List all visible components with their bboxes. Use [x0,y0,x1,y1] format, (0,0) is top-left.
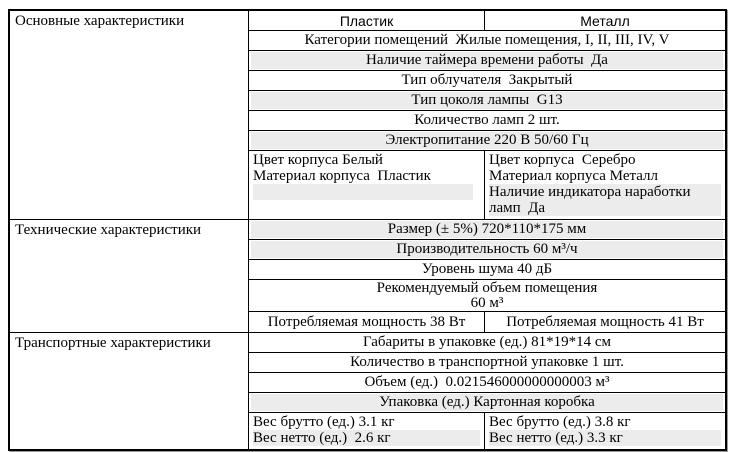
row-size: Размер (± 5%) 720*110*175 мм [249,220,725,240]
row-power-supply: Электропитание 220 В 50/60 Гц [249,131,725,151]
section-technical-content: Размер (± 5%) 720*110*175 мм Производите… [249,220,725,332]
metal-body-color: Цвет корпуса Серебро [489,152,636,168]
plastic-weight-net: Вес нетто (ед.) 2.6 кг [253,430,480,446]
row-weights: Вес брутто (ед.) 3.1 кг Вес нетто (ед.) … [249,413,725,449]
section-label-transport: Транспортные характеристики [10,333,249,449]
row-categories-text: Категории помещений Жилые помещения, I, … [304,32,670,48]
row-irradiator-type: Тип облучателя Закрытый [249,71,725,91]
room-volume-line1: Рекомендуемый объем помещения [376,279,598,296]
row-package-size: Габариты в упаковке (ед.) 81*19*14 см [249,333,725,353]
row-timer-text: Наличие таймера времени работы Да [251,52,723,69]
cell-weight-metal: Вес брутто (ед.) 3.8 кг Вес нетто (ед.) … [485,413,725,449]
row-transport-qty: Количество в транспортной упаковке 1 шт. [249,353,725,373]
row-lamp-count-text: Количество ламп 2 шт. [414,112,560,128]
row-room-volume: Рекомендуемый объем помещения 60 м³ [249,280,725,312]
plastic-weight-gross: Вес брутто (ед.) 3.1 кг [253,414,395,430]
row-unit-volume-text: Объем (ед.) 0.021546000000000003 м³ [364,374,610,390]
row-transport-qty-text: Количество в транспортной упаковке 1 шт. [350,354,624,370]
row-productivity: Производительность 60 м³/ч [249,240,725,260]
spec-table: Основные характеристики Пластик Металл К… [8,9,727,451]
room-volume-line2: 60 м³ [470,294,504,311]
row-noise: Уровень шума 40 дБ [249,260,725,280]
row-power-supply-text: Электропитание 220 В 50/60 Гц [251,132,723,149]
column-header-metal: Металл [580,12,630,29]
section-technical: Технические характеристики Размер (± 5%)… [10,219,725,332]
row-productivity-text: Производительность 60 м³/ч [251,241,723,258]
row-socket-type-text: Тип цоколя лампы G13 [251,92,723,109]
metal-weight-gross: Вес брутто (ед.) 3.8 кг [489,414,631,430]
section-label-technical: Технические характеристики [10,220,249,332]
row-package-size-text: Габариты в упаковке (ед.) 81*19*14 см [362,334,612,350]
cell-body-metal: Цвет корпуса Серебро Материал корпуса Ме… [485,151,725,219]
row-room-volume-text: Рекомендуемый объем помещения 60 м³ [251,279,723,311]
column-header-plastic: Пластик [249,11,485,30]
cell-power-plastic: Потребляемая мощность 38 Вт [249,312,485,332]
cell-weight-plastic: Вес брутто (ед.) 3.1 кг Вес нетто (ед.) … [249,413,485,449]
section-transport: Транспортные характеристики Габариты в у… [10,332,725,449]
plastic-body-color: Цвет корпуса Белый [253,152,383,168]
row-power-consumption: Потребляемая мощность 38 Вт Потребляемая… [249,312,725,332]
row-package-type-text: Упаковка (ед.) Картонная коробка [251,394,723,411]
row-irradiator-type-text: Тип облучателя Закрытый [401,72,573,88]
section-label-main: Основные характеристики [10,11,249,219]
row-size-text: Размер (± 5%) 720*110*175 мм [251,221,723,238]
row-noise-text: Уровень шума 40 дБ [421,261,553,277]
metal-body-indicator: Наличие индикатора наработки ламп Да [489,184,721,216]
metal-weight-net: Вес нетто (ед.) 3.3 кг [489,430,721,446]
metal-body-material: Материал корпуса Металл [489,168,658,184]
section-transport-content: Габариты в упаковке (ед.) 81*19*14 см Ко… [249,333,725,449]
section-main-content: Пластик Металл Категории помещений Жилые… [249,11,725,219]
row-lamp-count: Количество ламп 2 шт. [249,111,725,131]
cell-power-metal: Потребляемая мощность 41 Вт [506,314,704,330]
empty-highlight-strip [253,184,473,200]
row-package-type: Упаковка (ед.) Картонная коробка [249,393,725,413]
row-body-specs: Цвет корпуса Белый Материал корпуса Плас… [249,151,725,219]
plastic-body-material: Материал корпуса Пластик [253,168,431,184]
row-column-headers: Пластик Металл [249,11,725,31]
row-unit-volume: Объем (ед.) 0.021546000000000003 м³ [249,373,725,393]
row-timer: Наличие таймера времени работы Да [249,51,725,71]
cell-body-plastic: Цвет корпуса Белый Материал корпуса Плас… [249,151,485,219]
row-categories: Категории помещений Жилые помещения, I, … [249,31,725,51]
row-socket-type: Тип цоколя лампы G13 [249,91,725,111]
section-main: Основные характеристики Пластик Металл К… [10,11,725,219]
